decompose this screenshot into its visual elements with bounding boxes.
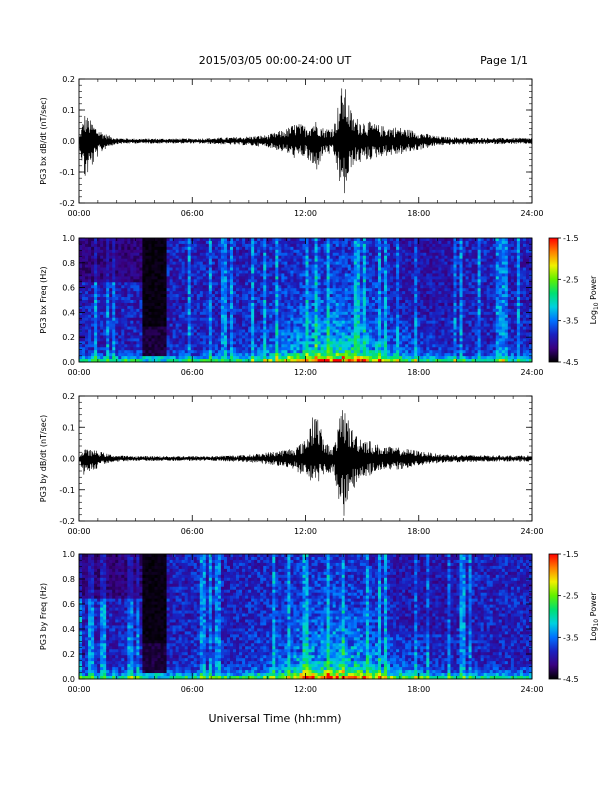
x-tick-label: 12:00 — [294, 527, 317, 536]
colorbar-tick-label: -4.5 — [563, 358, 579, 367]
y-tick-label: -0.2 — [59, 517, 75, 526]
y-axis-label: PG3 by dB/dt (nT/sec) — [39, 415, 48, 502]
y-tick-label: 1.0 — [62, 550, 75, 559]
colorbar-tick-label: -4.5 — [563, 675, 579, 684]
colorbar-tick-label: -3.5 — [563, 633, 579, 642]
x-tick-label: 00:00 — [67, 209, 90, 218]
y-tick-label: 0.0 — [62, 455, 75, 464]
colorbar-label: Log10 Power — [589, 591, 600, 640]
spectrogram-panel: -1.5 -2.5 -3.5 -4.5 Log10 Power 1.0 0.8 0.6 0.4 0… — [39, 550, 600, 694]
x-tick-label: 00:00 — [67, 685, 90, 694]
x-tick-label: 18:00 — [407, 368, 430, 377]
y-tick-label: -0.1 — [59, 486, 75, 495]
colorbar-tick-label: -2.5 — [563, 275, 579, 284]
x-tick-label: 24:00 — [520, 527, 543, 536]
x-tick-label: 18:00 — [407, 527, 430, 536]
y-tick-label: 0.6 — [62, 600, 75, 609]
y-tick-label: 0.2 — [62, 75, 75, 84]
colorbar-tick-label: -3.5 — [563, 317, 579, 326]
x-tick-label: 18:00 — [407, 209, 430, 218]
figure-title: 2015/03/05 00:00-24:00 UT — [199, 54, 352, 67]
x-tick-label: 12:00 — [294, 685, 317, 694]
x-axis-label: Universal Time (hh:mm) — [209, 712, 342, 725]
colorbar — [548, 553, 559, 680]
x-tick-label: 24:00 — [520, 685, 543, 694]
spectrogram-cells — [79, 238, 533, 363]
y-tick-label: 0.1 — [62, 423, 75, 432]
y-tick-label: 0.8 — [62, 575, 75, 584]
y-axis-label: PG3 bx dB/dt (nT/sec) — [39, 97, 48, 184]
waveform-trace — [79, 410, 532, 516]
y-tick-label: 0.6 — [62, 284, 75, 293]
waveform-panel: 0.2 0.1 0.0 -0.1 -0.200:00 06:00 12:00 18:00 24:… — [39, 75, 544, 218]
waveform-trace — [79, 88, 532, 194]
x-tick-label: 06:00 — [181, 209, 204, 218]
x-tick-label: 24:00 — [520, 209, 543, 218]
colorbar-tick-label: -1.5 — [563, 550, 579, 559]
y-axis-label: PG3 by Freq (Hz) — [39, 583, 48, 650]
y-tick-label: 0.4 — [62, 625, 75, 634]
y-tick-label: 0.0 — [62, 358, 75, 367]
y-tick-label: -0.1 — [59, 168, 75, 177]
y-tick-label: 0.4 — [62, 308, 75, 317]
x-tick-label: 18:00 — [407, 685, 430, 694]
colorbar — [548, 237, 559, 363]
y-tick-label: 1.0 — [62, 234, 75, 243]
waveform-panel: 0.2 0.1 0.0 -0.1 -0.200:00 06:00 12:00 18:00 24:… — [39, 392, 544, 536]
colorbar-label: Log10 Power — [589, 275, 600, 324]
x-tick-label: 12:00 — [294, 368, 317, 377]
y-tick-label: 0.1 — [62, 106, 75, 115]
y-tick-label: -0.2 — [59, 199, 75, 208]
y-tick-label: 0.2 — [62, 333, 75, 342]
spectrogram-cells — [79, 554, 533, 680]
x-tick-label: 06:00 — [181, 685, 204, 694]
y-axis-label: PG3 bx Freq (Hz) — [39, 266, 48, 333]
colorbar-tick-label: -1.5 — [563, 234, 579, 243]
y-tick-label: 0.8 — [62, 259, 75, 268]
x-tick-label: 06:00 — [181, 368, 204, 377]
spectrogram-panel: -1.5 -2.5 -3.5 -4.5 Log10 Power 1.0 0.8 0.6 0.4 0… — [39, 234, 600, 377]
y-tick-label: 0.2 — [62, 650, 75, 659]
page-number: Page 1/1 — [480, 54, 528, 67]
x-tick-label: 00:00 — [67, 368, 90, 377]
colorbar-tick-label: -2.5 — [563, 592, 579, 601]
x-tick-label: 12:00 — [294, 209, 317, 218]
x-tick-label: 24:00 — [520, 368, 543, 377]
y-tick-label: 0.0 — [62, 675, 75, 684]
panels: 0.20.10.0-0.1-0.200:00 06:00 12:00 18:00 24:… — [39, 75, 600, 694]
y-tick-label: 0.0 — [62, 137, 75, 146]
x-tick-label: 00:00 — [67, 527, 90, 536]
x-tick-label: 06:00 — [181, 527, 204, 536]
y-tick-label: 0.2 — [62, 392, 75, 401]
